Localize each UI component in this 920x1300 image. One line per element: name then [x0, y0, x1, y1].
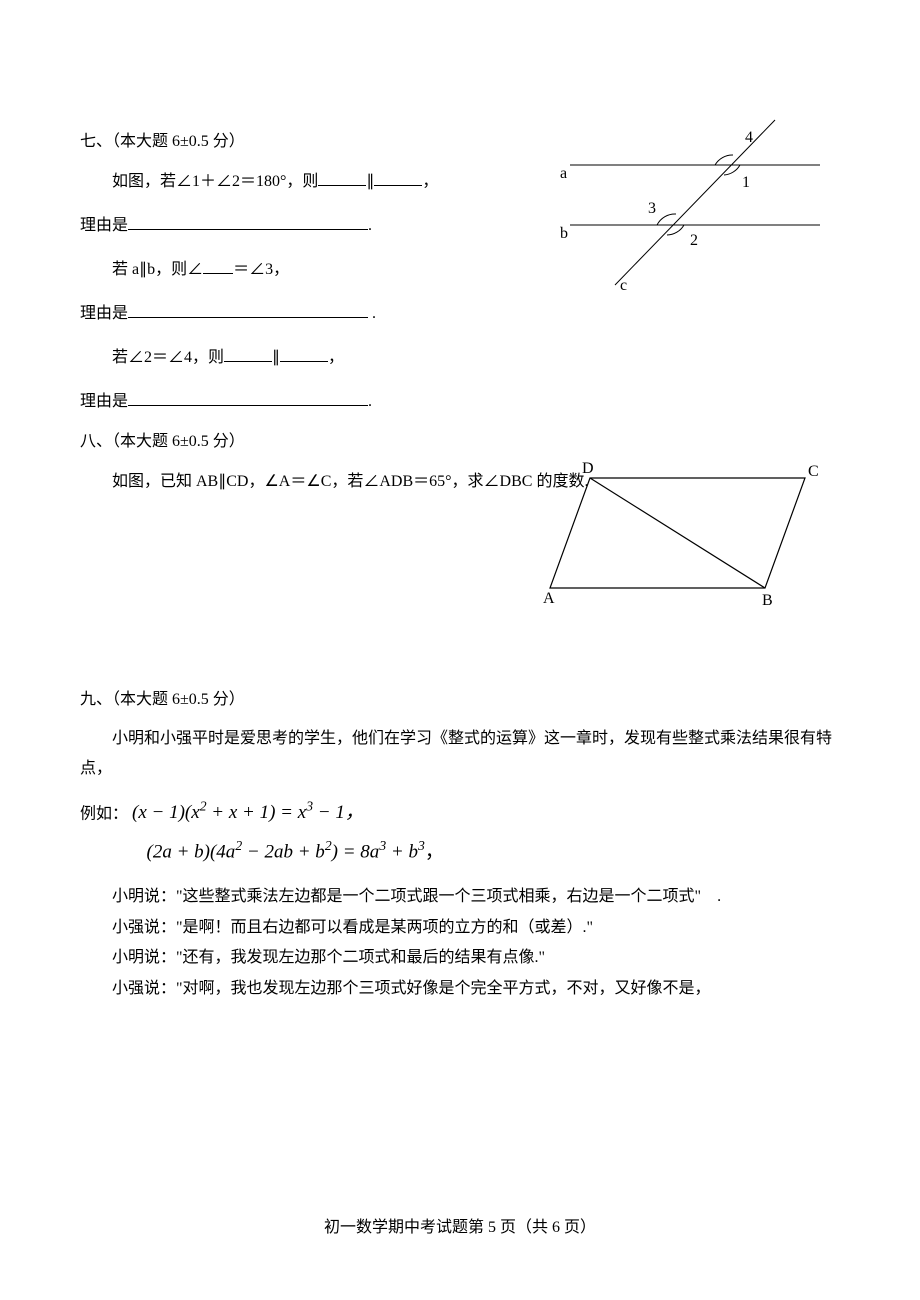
dialog1: 小明说："这些整式乘法左边都是一个二项式跟一个三项式相乘，右边是一个二项式" .	[80, 882, 840, 912]
q7-line2: 若 a∥b，则∠ ＝∠3，	[80, 254, 520, 286]
formula1: (x − 1)(x2 + x + 1) = x3 − 1，	[132, 802, 364, 823]
question-9: 九、（本大题 6±0.5 分） 小明和小强平时是爱思考的学生，他们在学习《整式的…	[80, 688, 840, 1004]
label-4: 4	[745, 129, 753, 146]
q7-reason1: 理由是.	[80, 210, 520, 242]
reason-label: 理由是	[80, 305, 128, 322]
f2d: + b	[386, 841, 418, 862]
arc-2	[667, 225, 684, 235]
blank	[318, 170, 366, 186]
blank	[280, 346, 328, 362]
q7-line1-pre: 如图，若∠1＋∠2＝180°，则	[112, 173, 318, 190]
blank	[224, 346, 272, 362]
q7-reason3: 理由是.	[80, 386, 520, 418]
q7-line1: 如图，若∠1＋∠2＝180°，则 ∥ ，	[80, 166, 520, 198]
q9-heading: 九、（本大题 6±0.5 分）	[80, 688, 840, 712]
q7-reason2: 理由是 .	[80, 298, 520, 330]
f2c: ) = 8a	[332, 841, 380, 862]
page-footer: 初一数学期中考试题第 5 页（共 6 页）	[0, 1216, 920, 1240]
f2b: − 2ab + b	[242, 841, 325, 862]
label-A: A	[543, 590, 555, 607]
q7-line3-pre: 若∠2＝∠4，则	[112, 349, 224, 366]
blank	[374, 170, 422, 186]
q7-line3: 若∠2＝∠4，则 ∥ ，	[80, 342, 520, 374]
f1r: − 1，	[313, 802, 364, 823]
dialog3: 小明说："还有，我发现左边那个二项式和最后的结果有点像."	[80, 943, 840, 973]
q7-line2-mid: ＝∠3，	[233, 261, 289, 278]
formula2: (2a + b)(4a2 − 2ab + b2) = 8a3 + b3，	[80, 836, 840, 867]
label-C: C	[808, 463, 819, 480]
diagonal-db	[590, 478, 765, 588]
blank	[128, 390, 368, 406]
q9-example: 例如： (x − 1)(x2 + x + 1) = x3 − 1，	[80, 797, 840, 828]
f2r: ，	[425, 841, 444, 862]
label-B: B	[762, 592, 773, 608]
dialog2: 小强说："是啊！而且右边都可以看成是某两项的立方的和（或差）."	[80, 913, 840, 943]
q8-heading: 八、（本大题 6±0.5 分）	[80, 430, 840, 454]
arc-3	[657, 214, 676, 225]
q7-line3-post: ，	[328, 349, 344, 366]
label-2: 2	[690, 232, 698, 249]
label-1: 1	[742, 174, 750, 191]
question-7: 七、（本大题 6±0.5 分） 如图，若∠1＋∠2＝180°，则∥， 理由是. …	[80, 130, 840, 418]
reason-label: 理由是	[80, 217, 128, 234]
label-b: b	[560, 225, 568, 242]
q8-figure: D C A B	[540, 458, 820, 608]
label-3: 3	[648, 200, 656, 217]
period: .	[368, 217, 372, 234]
period: .	[372, 305, 376, 322]
q7-text-block: 如图，若∠1＋∠2＝180°，则 ∥ ， 理由是. 若 a∥b，则∠ ＝∠3， 理由是…	[80, 166, 520, 418]
blank	[128, 214, 368, 230]
sup: 2	[325, 838, 332, 853]
sup: 2	[200, 799, 207, 814]
q7-figure: a b c 4 1 2 3	[550, 110, 830, 300]
q7-line2-pre: 若 a∥b，则∠	[112, 261, 203, 278]
sup: 3	[418, 838, 425, 853]
label-a: a	[560, 165, 567, 182]
f1b: + x + 1) = x	[207, 802, 307, 823]
question-8: 八、（本大题 6±0.5 分） 如图，已知 AB∥CD，∠A＝∠C，若∠ADB＝…	[80, 430, 840, 498]
q8-svg: D C A B	[540, 458, 820, 608]
example-label: 例如：	[80, 805, 128, 822]
q9-intro: 小明和小强平时是爱思考的学生，他们在学习《整式的运算》这一章时，发现有些整式乘法…	[80, 724, 840, 785]
label-D: D	[582, 460, 594, 477]
arc-4	[715, 155, 733, 165]
dialog4: 小强说："对啊，我也发现左边那个三项式好像是个完全平方式，不对，又好像不是，	[80, 974, 840, 1004]
q7-line1-post: ，	[422, 173, 438, 190]
q7-svg: a b c 4 1 2 3	[550, 110, 830, 300]
label-c: c	[620, 277, 627, 294]
period: .	[368, 393, 372, 410]
f2a: (2a + b)(4a	[147, 841, 236, 862]
q7-line1-mid: ∥	[366, 173, 374, 190]
f1a: (x − 1)(x	[132, 802, 200, 823]
reason-label: 理由是	[80, 393, 128, 410]
q7-line3-mid: ∥	[272, 349, 280, 366]
blank	[128, 302, 368, 318]
blank	[203, 258, 233, 274]
